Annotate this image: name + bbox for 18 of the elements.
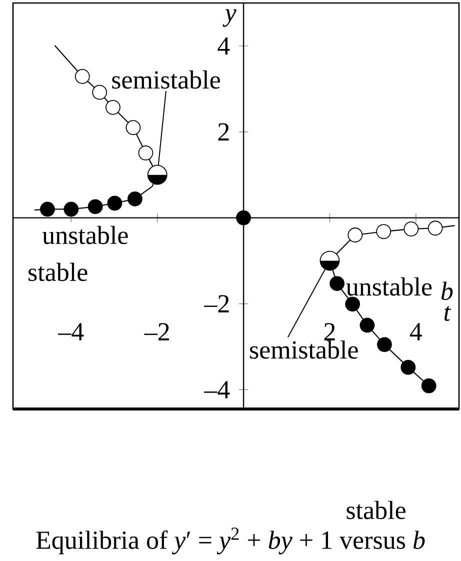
- annotation: semistable: [112, 70, 220, 89]
- x-tick-label: –4: [58, 323, 84, 340]
- x-tick-label: 4: [410, 323, 422, 340]
- y-axis-title: y: [222, 9, 236, 27]
- annotation: unstable: [346, 277, 432, 296]
- x-tick-label: –2: [144, 323, 169, 340]
- annotation: stable: [28, 262, 88, 282]
- annotation: semistable: [250, 340, 358, 359]
- y-tick-label: 4: [218, 37, 230, 55]
- text: stable: [346, 500, 406, 520]
- annotation: unstable: [42, 226, 128, 244]
- annotation: t: [444, 306, 452, 321]
- x-tick-label: 2: [324, 323, 335, 340]
- x-axis-title: b: [441, 282, 453, 300]
- y-tick-label: 2: [218, 123, 229, 140]
- y-tick-label: –4: [204, 381, 230, 398]
- chart-title: Equilibria of y′ = y$^{2}$ + by + 1 versus b: [36, 528, 425, 554]
- y-tick-label: –2: [204, 295, 229, 312]
